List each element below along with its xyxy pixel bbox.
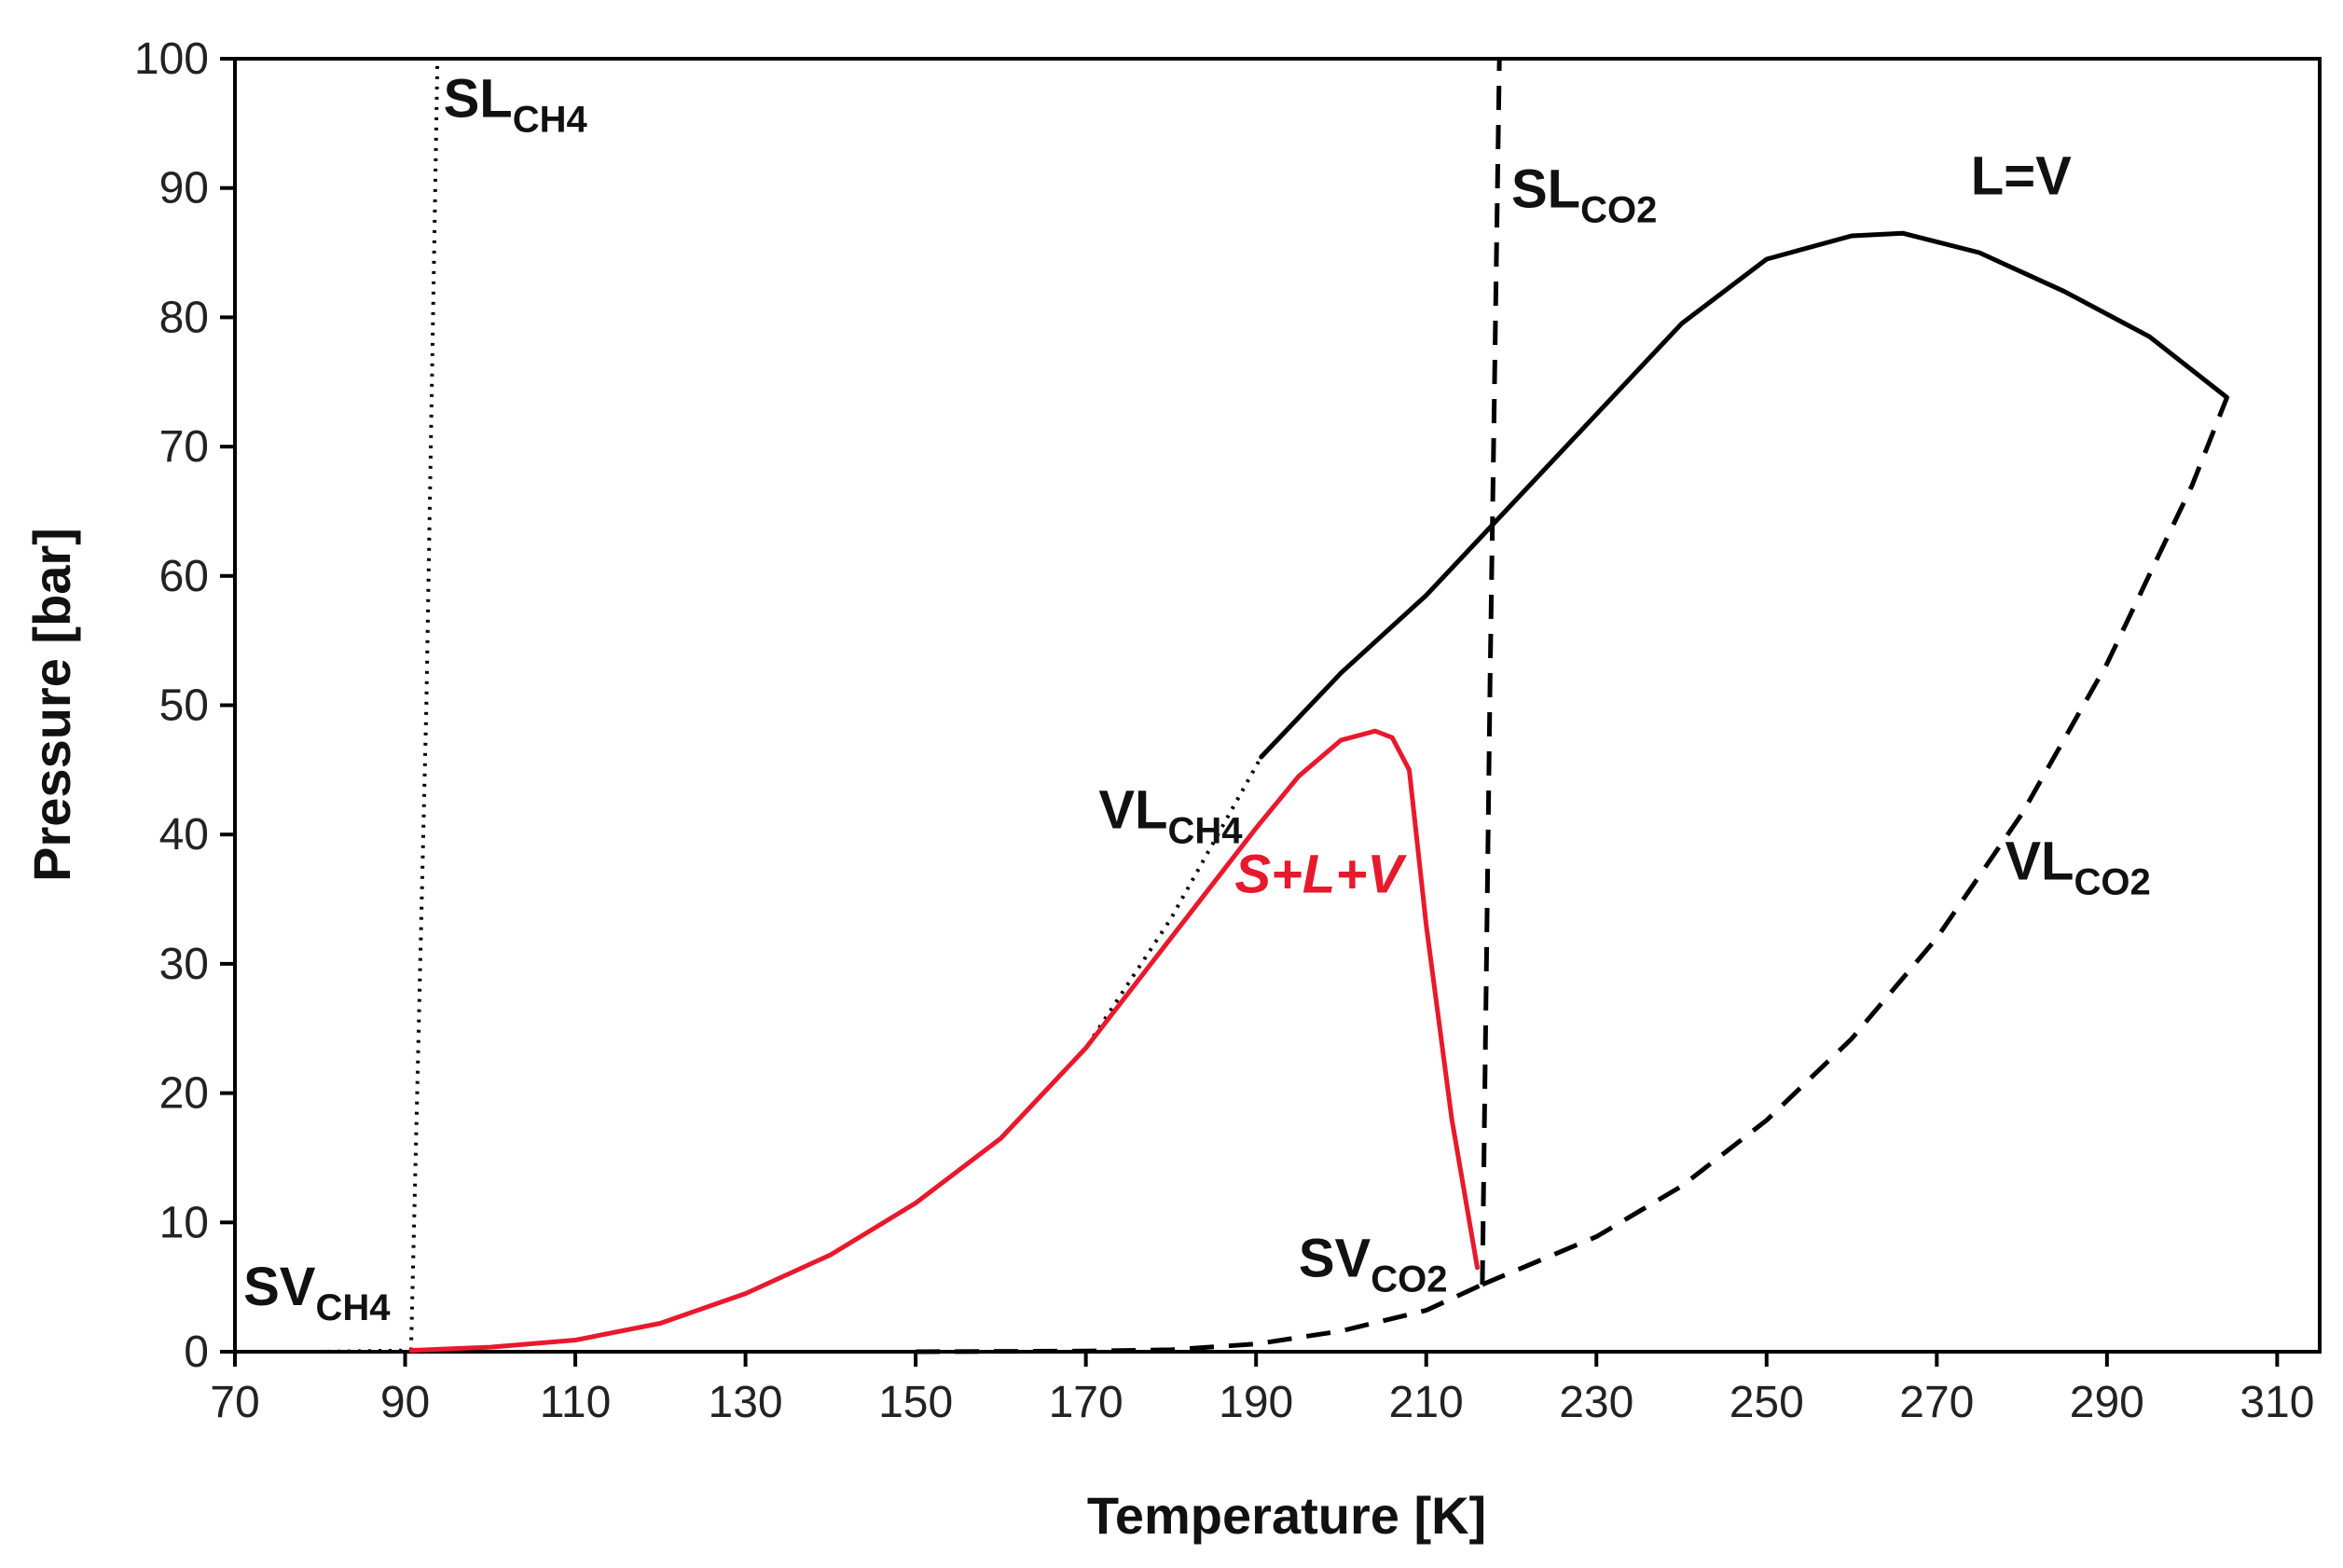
- x-tick-label: 130: [709, 1378, 783, 1427]
- y-tick-label: 70: [159, 422, 209, 472]
- y-tick-label: 10: [159, 1198, 209, 1247]
- label-vl_ch4-main: VL: [1098, 779, 1167, 840]
- label-sv_co2: SVCO2: [1299, 1229, 1448, 1300]
- y-axis-title: Pressure [bar]: [22, 528, 81, 882]
- y-tick-label: 20: [159, 1069, 209, 1119]
- series-sv-co2: [916, 1282, 1483, 1355]
- series-vl-ch4: [410, 756, 1263, 1353]
- series-vl-co2: [1481, 396, 2229, 1287]
- x-tick-label: 110: [540, 1378, 612, 1427]
- x-tick-label: 70: [210, 1378, 259, 1427]
- label-sl_ch4: SLCH4: [444, 68, 588, 140]
- label-vl_co2-main: VL: [2005, 832, 2074, 892]
- label-slv: S+L+V: [1234, 845, 1407, 905]
- label-sv_ch4-sub: CH4: [316, 1287, 392, 1328]
- x-tick-label: 270: [1899, 1378, 1974, 1427]
- label-sl_co2-main: SL: [1511, 159, 1580, 220]
- x-tick-label: 290: [2070, 1378, 2144, 1427]
- series-lines: [235, 58, 2229, 1355]
- label-vl_ch4: VLCH4: [1098, 779, 1243, 851]
- series-l-v: [1259, 230, 2229, 760]
- y-tick-label: 40: [159, 810, 209, 860]
- x-tick-label: 90: [380, 1378, 430, 1427]
- label-sl_ch4-sub: CH4: [513, 99, 588, 140]
- series-sl-co2: [1480, 58, 1502, 1285]
- y-tick-label: 30: [159, 940, 209, 989]
- y-tick-label: 0: [184, 1327, 209, 1377]
- label-sv_ch4-main: SV: [243, 1257, 316, 1317]
- label-sl_co2-sub: CO2: [1580, 190, 1657, 231]
- y-tick-label: 60: [159, 552, 209, 601]
- x-tick-label: 210: [1389, 1378, 1464, 1427]
- x-tick-label: 230: [1559, 1378, 1633, 1427]
- y-axis-ticks: 0 10 20 30 40 50 60 70 80 90 100: [134, 34, 235, 1377]
- x-axis-title: Temperature [K]: [1087, 1486, 1486, 1545]
- x-tick-label: 150: [878, 1378, 953, 1427]
- series-sl-ch4: [408, 58, 440, 1351]
- x-axis-ticks: 70 90 110 130 150 170 190 210 230 250 270 290 310: [210, 1352, 2314, 1427]
- label-vl_co2: VLCO2: [2005, 832, 2150, 903]
- y-tick-label: 80: [159, 293, 209, 342]
- label-sl_ch4-main: SL: [444, 68, 513, 129]
- label-vl_ch4-sub: CH4: [1167, 810, 1243, 851]
- x-tick-label: 190: [1219, 1378, 1293, 1427]
- label-slv-main: S+L+V: [1234, 845, 1407, 905]
- label-vl_co2-sub: CO2: [2074, 862, 2150, 903]
- x-tick-label: 250: [1730, 1378, 1804, 1427]
- series-s-l-v: [408, 728, 1480, 1354]
- label-lv: L=V: [1971, 146, 2072, 207]
- label-sv_ch4: SVCH4: [243, 1257, 391, 1328]
- series-sv-ch4: [235, 1348, 411, 1354]
- label-sv_co2-sub: CO2: [1371, 1259, 1447, 1300]
- y-tick-label: 90: [159, 164, 209, 213]
- label-sv_co2-main: SV: [1299, 1229, 1371, 1289]
- y-tick-label: 50: [159, 681, 209, 731]
- plot-frame: [233, 57, 2322, 1354]
- label-lv-main: L=V: [1971, 146, 2072, 207]
- label-sl_co2: SLCO2: [1511, 159, 1657, 231]
- y-tick-label: 100: [134, 34, 209, 84]
- x-tick-label: 310: [2240, 1378, 2314, 1427]
- x-tick-label: 170: [1049, 1378, 1123, 1427]
